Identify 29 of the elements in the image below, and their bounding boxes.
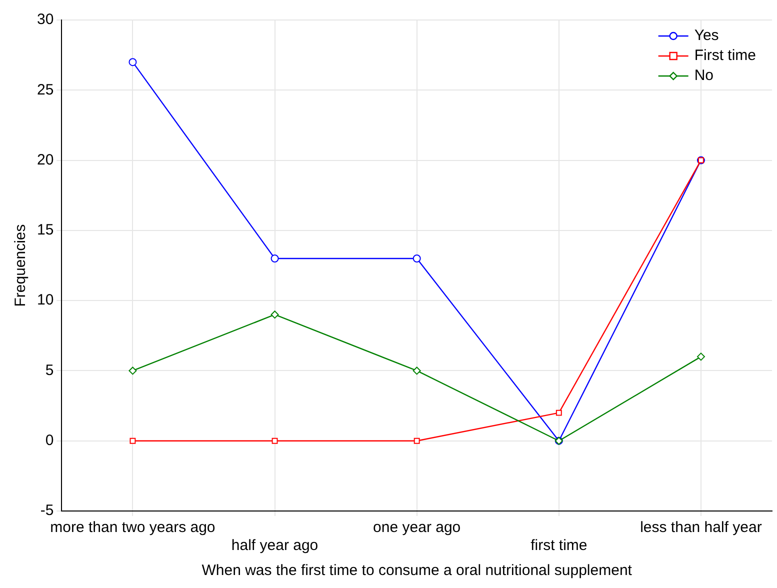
x-axis-title: When was the first time to consume a oral nutritional supplement	[202, 562, 633, 580]
y-tick-label: 30	[36, 11, 54, 28]
legend-label: First time	[694, 47, 756, 64]
point	[696, 352, 705, 361]
y-axis-title: Frequencies	[12, 224, 30, 307]
x-tick-label: half year ago	[231, 537, 318, 554]
y-tick-label: -5	[40, 502, 54, 520]
y-tick-label: 0	[45, 432, 54, 449]
point	[270, 310, 279, 319]
x-tick-label: more than two years ago	[50, 519, 216, 536]
point	[556, 410, 562, 416]
point	[412, 366, 421, 375]
x-tick-label: one year ago	[373, 519, 461, 536]
point	[270, 254, 279, 262]
y-tick-label: 10	[36, 292, 54, 309]
point	[128, 58, 137, 66]
y-tick-label: 15	[36, 222, 54, 239]
point	[272, 438, 278, 444]
y-tick-label: 25	[36, 81, 54, 98]
point	[412, 254, 421, 262]
point	[128, 366, 137, 375]
x-tick-label: less than half year	[640, 519, 762, 536]
y-tick-label: 20	[36, 151, 54, 168]
y-tick-label: 5	[45, 362, 54, 379]
legend-label: Yes	[694, 27, 719, 44]
x-tick-label: first time	[530, 537, 588, 554]
point	[414, 438, 420, 444]
legend-label: No	[694, 67, 714, 84]
point	[130, 438, 136, 444]
